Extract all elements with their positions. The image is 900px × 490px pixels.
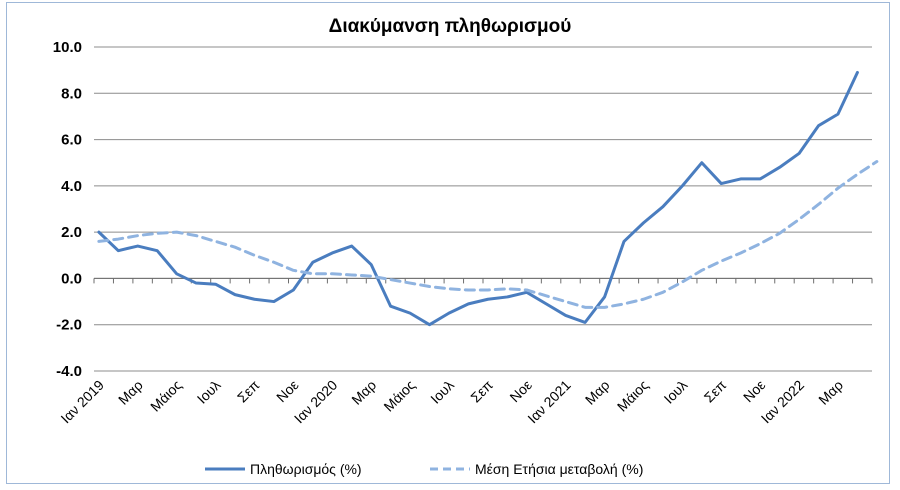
x-tick-label: Μάιος (147, 377, 185, 415)
legend-label-inflation: Πληθωρισμός (%) (250, 461, 362, 477)
y-tick-label: -2.0 (56, 317, 82, 334)
x-tick-label: Ιαν 2021 (524, 377, 574, 427)
y-tick-label: 0.0 (61, 270, 82, 287)
x-tick-label: Ιαν 2022 (758, 377, 808, 427)
x-axis (93, 277, 873, 284)
chart-frame (6, 2, 890, 484)
y-tick-label: 10.0 (53, 39, 82, 56)
x-tick-label: Νοε (507, 377, 535, 405)
x-tick-label: Μάιος (380, 377, 418, 415)
x-tick-label: Ιουλ (194, 377, 224, 407)
x-tick-label: Μαρ (115, 377, 146, 408)
series-lines (97, 70, 879, 327)
x-tick-label: Μάιος (614, 377, 652, 415)
x-tick-label: Σεπ (701, 377, 730, 406)
x-tick-label: Ιαν 2020 (291, 377, 341, 427)
x-tick-label: Νοε (740, 377, 768, 405)
x-tick-label: Μαρ (815, 377, 846, 408)
y-axis-tick-labels: 10.0 8.0 6.0 4.0 2.0 0.0 -2.0 -4.0 (53, 39, 82, 380)
legend-label-annual-average: Μέση Ετήσια μεταβολή (%) (475, 461, 643, 477)
x-tick-label: Ιουλ (661, 377, 691, 407)
y-tick-label: 4.0 (61, 178, 82, 195)
series-line-inflation (97, 70, 859, 327)
x-tick-label: Μαρ (348, 377, 379, 408)
y-tick-label: 2.0 (61, 224, 82, 241)
y-tick-label: 6.0 (61, 132, 82, 149)
gridlines (94, 46, 872, 372)
x-tick-label: Ιαν 2019 (57, 377, 107, 427)
x-tick-label: Νοε (273, 377, 301, 405)
legend: Πληθωρισμός (%) Μέση Ετήσια μεταβολή (%) (205, 461, 643, 477)
x-tick-label: Σεπ (467, 377, 496, 406)
x-tick-label: Μαρ (582, 377, 613, 408)
y-tick-label: -4.0 (56, 363, 82, 380)
x-tick-label: Ιουλ (427, 377, 457, 407)
chart-title: Διακύμανση πληθωρισμού (329, 16, 572, 37)
x-tick-label: Σεπ (234, 377, 263, 406)
y-tick-label: 8.0 (61, 85, 82, 102)
